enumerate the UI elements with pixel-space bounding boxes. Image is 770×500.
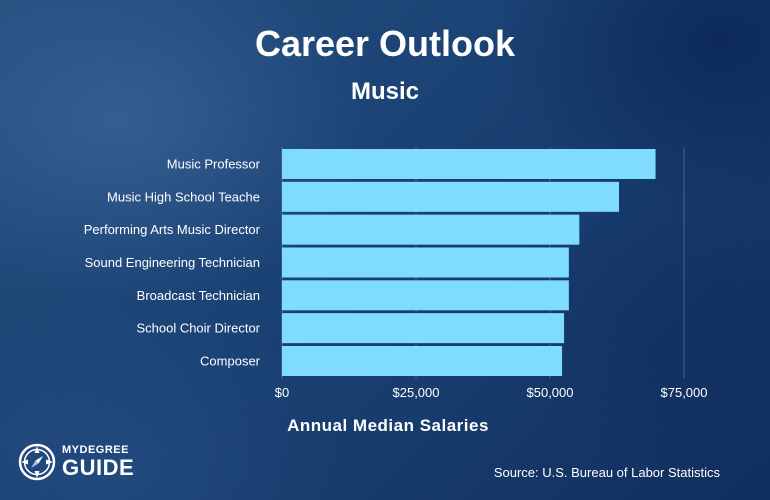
category-label: Performing Arts Music Director bbox=[84, 222, 261, 237]
category-label-layer: Music Professor Music High School Teache P… bbox=[84, 157, 261, 369]
source-note: Source: U.S. Bureau of Labor Statistics bbox=[493, 465, 720, 480]
chart-title: Career Outlook bbox=[254, 23, 516, 64]
category-label: Broadcast Technician bbox=[137, 288, 260, 303]
bar bbox=[282, 345, 563, 376]
x-tick-label: $75,000 bbox=[661, 385, 708, 400]
bar-layer bbox=[282, 149, 656, 376]
category-label: Music High School Teache bbox=[107, 189, 260, 204]
bar bbox=[282, 214, 580, 245]
category-label: Music Professor bbox=[167, 157, 261, 172]
x-axis-label: Annual Median Salaries bbox=[287, 416, 489, 435]
category-label: Sound Engineering Technician bbox=[85, 255, 260, 270]
x-tick-label: $0 bbox=[275, 385, 289, 400]
compass-icon bbox=[18, 443, 56, 481]
category-label: School Choir Director bbox=[136, 321, 260, 336]
chart-subtitle: Music bbox=[350, 78, 419, 105]
bar bbox=[282, 313, 565, 344]
x-tick-label: $25,000 bbox=[393, 385, 440, 400]
tick-label-layer: $0 $25,000 $50,000 $75,000 bbox=[275, 385, 708, 400]
bar bbox=[282, 247, 569, 278]
logo-text-bottom: GUIDE bbox=[62, 455, 135, 480]
bar bbox=[282, 181, 619, 212]
category-label: Composer bbox=[200, 353, 261, 368]
bar bbox=[282, 149, 656, 179]
logo-text-top: MYDEGREE bbox=[62, 444, 129, 456]
x-tick-label: $50,000 bbox=[527, 385, 574, 400]
bar bbox=[282, 280, 569, 311]
